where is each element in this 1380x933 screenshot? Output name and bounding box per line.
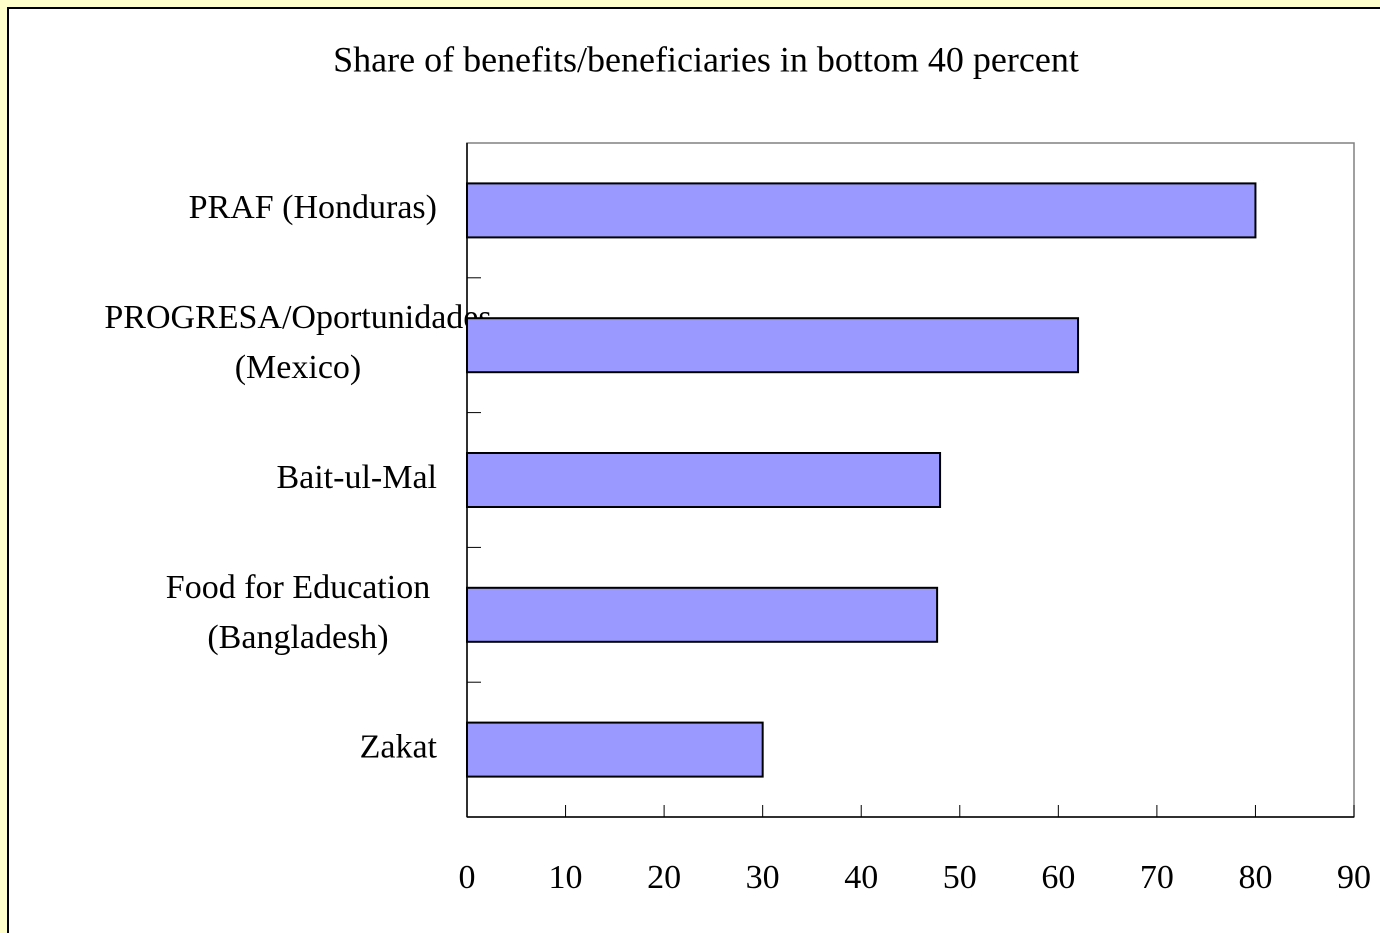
x-tick-label: 60 xyxy=(1041,859,1075,896)
x-tick-label: 10 xyxy=(549,859,583,896)
bar xyxy=(466,452,942,508)
x-tick-label: 20 xyxy=(647,859,681,896)
y-tick-label: Zakat xyxy=(360,728,438,765)
x-tick-label: 50 xyxy=(943,859,977,896)
x-tick-label: 0 xyxy=(459,859,476,896)
bar xyxy=(466,182,1257,239)
x-tick-label: 40 xyxy=(844,859,878,896)
y-tick-label: PRAF (Honduras) xyxy=(189,189,437,226)
bar xyxy=(466,586,939,643)
x-tick-label: 30 xyxy=(746,859,780,896)
bar xyxy=(466,317,1080,374)
y-tick-label: Food for Education (Bangladesh) xyxy=(166,569,430,656)
y-tick-label: PROGRESA/Oportunidades (Mexico) xyxy=(104,299,491,386)
chart-title: Share of benefits/beneficiaries in botto… xyxy=(333,39,1079,79)
y-tick-label: Bait-ul-Mal xyxy=(276,459,437,496)
x-tick-label: 70 xyxy=(1140,859,1174,896)
bar xyxy=(466,721,764,778)
x-tick-label: 80 xyxy=(1238,859,1272,896)
x-tick-label: 90 xyxy=(1337,859,1371,896)
